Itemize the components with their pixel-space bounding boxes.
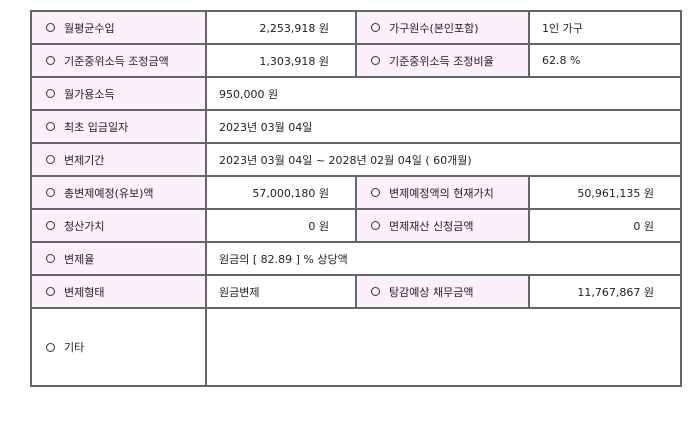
label-text: 변제형태	[64, 285, 105, 299]
label-cell: 월평균수입	[30, 10, 207, 45]
table-row: 월평균수입 2,253,918 원 가구원수(본인포함) 1인 가구	[30, 10, 682, 45]
value-cell: 50,961,135 원	[528, 175, 682, 210]
circle-bullet-icon	[46, 188, 55, 197]
label-text: 탕감예상 채무금액	[389, 285, 474, 299]
label-text: 면제재산 신청금액	[389, 219, 474, 233]
value-cell: 원금의 [ 82.89 ] % 상당액	[205, 241, 682, 276]
value-cell: 2023년 03월 04일 ~ 2028년 02월 04일 ( 60개월)	[205, 142, 682, 177]
value-cell: 0 원	[528, 208, 682, 243]
circle-bullet-icon	[371, 56, 380, 65]
label-text: 변제기간	[64, 153, 105, 167]
label-cell: 최초 입금일자	[30, 109, 207, 144]
label-text: 변제예정액의 현재가치	[389, 186, 494, 200]
label-text: 총변제예정(유보)액	[64, 186, 154, 200]
circle-bullet-icon	[371, 23, 380, 32]
value-cell: 0 원	[205, 208, 357, 243]
label-text: 가구원수(본인포함)	[389, 21, 479, 35]
circle-bullet-icon	[46, 56, 55, 65]
value-cell: 1인 가구	[528, 10, 682, 45]
label-cell: 기준중위소득 조정금액	[30, 43, 207, 78]
circle-bullet-icon	[46, 23, 55, 32]
label-text: 최초 입금일자	[64, 120, 129, 134]
table-row: 월가용소득 950,000 원	[30, 76, 682, 111]
circle-bullet-icon	[46, 287, 55, 296]
value-cell: 1,303,918 원	[205, 43, 357, 78]
label-cell: 총변제예정(유보)액	[30, 175, 207, 210]
label-text: 기준중위소득 조정비율	[389, 54, 494, 68]
label-cell: 월가용소득	[30, 76, 207, 111]
circle-bullet-icon	[371, 188, 380, 197]
value-cell: 원금변제	[205, 274, 357, 309]
value-cell: 11,767,867 원	[528, 274, 682, 309]
value-cell: 57,000,180 원	[205, 175, 357, 210]
value-cell: 950,000 원	[205, 76, 682, 111]
label-cell: 기준중위소득 조정비율	[355, 43, 530, 78]
label-text: 기준중위소득 조정금액	[64, 54, 169, 68]
circle-bullet-icon	[46, 122, 55, 131]
value-cell: 62.8 %	[528, 43, 682, 78]
circle-bullet-icon	[46, 342, 55, 352]
value-cell	[205, 307, 682, 387]
table-row: 기준중위소득 조정금액 1,303,918 원 기준중위소득 조정비율 62.8…	[30, 43, 682, 78]
circle-bullet-icon	[46, 155, 55, 164]
label-cell: 변제기간	[30, 142, 207, 177]
label-text: 기타	[64, 341, 85, 354]
label-cell: 탕감예상 채무금액	[355, 274, 530, 309]
label-cell: 변제형태	[30, 274, 207, 309]
table-row: 변제형태 원금변제 탕감예상 채무금액 11,767,867 원	[30, 274, 682, 309]
label-cell: 변제율	[30, 241, 207, 276]
table-row: 총변제예정(유보)액 57,000,180 원 변제예정액의 현재가치 50,9…	[30, 175, 682, 210]
table-row: 기타	[30, 307, 682, 387]
label-text: 월가용소득	[64, 87, 115, 101]
circle-bullet-icon	[371, 221, 380, 230]
circle-bullet-icon	[46, 221, 55, 230]
table-row: 변제기간 2023년 03월 04일 ~ 2028년 02월 04일 ( 60개…	[30, 142, 682, 177]
label-cell: 청산가치	[30, 208, 207, 243]
table-row: 최초 입금일자 2023년 03월 04일	[30, 109, 682, 144]
value-cell: 2023년 03월 04일	[205, 109, 682, 144]
label-cell: 면제재산 신청금액	[355, 208, 530, 243]
label-cell: 변제예정액의 현재가치	[355, 175, 530, 210]
circle-bullet-icon	[46, 254, 55, 263]
circle-bullet-icon	[46, 89, 55, 98]
label-cell: 가구원수(본인포함)	[355, 10, 530, 45]
label-cell: 기타	[30, 307, 207, 387]
circle-bullet-icon	[371, 287, 380, 296]
repayment-info-table: 월평균수입 2,253,918 원 가구원수(본인포함) 1인 가구 기준중위소…	[30, 10, 682, 387]
value-cell: 2,253,918 원	[205, 10, 357, 45]
label-text: 청산가치	[64, 219, 105, 233]
label-text: 변제율	[64, 252, 95, 266]
table-row: 청산가치 0 원 면제재산 신청금액 0 원	[30, 208, 682, 243]
label-text: 월평균수입	[64, 21, 115, 35]
table-row: 변제율 원금의 [ 82.89 ] % 상당액	[30, 241, 682, 276]
